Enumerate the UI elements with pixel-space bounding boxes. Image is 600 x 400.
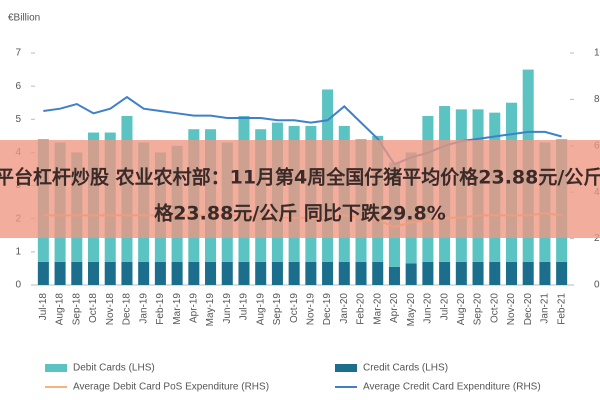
legend-label: Debit Cards (LHS) — [73, 363, 155, 374]
x-tick-label: Jul-20 — [439, 293, 450, 321]
legend-label: Average Credit Card Expenditure (RHS) — [363, 382, 541, 393]
x-tick-label: Oct-19 — [289, 293, 300, 323]
y2-tick-label: 0 — [594, 280, 600, 291]
bar — [221, 261, 233, 285]
bar — [54, 261, 66, 285]
bar — [388, 266, 400, 285]
bar — [422, 261, 434, 285]
x-tick-label: Apr-20 — [389, 293, 400, 323]
x-tick-label: Oct-18 — [88, 293, 99, 323]
y-tick-label: 1 — [15, 246, 21, 257]
x-tick-label: Apr-19 — [188, 293, 199, 323]
bar — [322, 261, 334, 285]
bar — [121, 261, 133, 285]
x-tick-label: Nov-20 — [506, 293, 517, 326]
x-tick-label: Jul-19 — [239, 293, 250, 321]
x-tick-label: Jan-20 — [339, 293, 350, 324]
y-tick-label: 0 — [15, 280, 21, 291]
bar — [305, 261, 317, 285]
y-axis-label: €Billion — [8, 13, 40, 24]
bar — [205, 261, 217, 285]
x-tick-label: Dec-20 — [523, 293, 534, 326]
bar — [171, 261, 183, 285]
y-tick-label: 7 — [15, 48, 21, 59]
x-tick-label: Sep-20 — [473, 293, 484, 326]
bar — [255, 261, 267, 285]
bar — [271, 261, 283, 285]
x-tick-label: Mar-20 — [372, 293, 383, 325]
bar — [505, 261, 518, 285]
x-tick-label: Jun-20 — [423, 293, 434, 324]
x-tick-label: Mar-19 — [172, 293, 183, 325]
x-tick-label: Nov-18 — [105, 293, 116, 326]
bar — [71, 261, 83, 285]
overlay-text: 格23.88元/公斤 同比下跌29.8% — [154, 202, 446, 225]
bar — [355, 261, 367, 285]
x-tick-label: Sep-19 — [272, 293, 283, 326]
legend-swatch — [335, 364, 357, 372]
overlay-banner — [0, 140, 600, 238]
bar — [238, 261, 250, 285]
y-tick-label: 5 — [15, 114, 21, 125]
bar — [439, 261, 451, 285]
x-tick-label: Nov-19 — [306, 293, 317, 326]
x-tick-label: Aug-19 — [255, 293, 266, 326]
bar — [489, 261, 501, 285]
x-tick-label: Aug-18 — [55, 293, 66, 326]
bar — [288, 261, 300, 285]
bar — [154, 261, 166, 285]
legend-label: Credit Cards (LHS) — [363, 363, 448, 374]
bar — [556, 261, 568, 285]
x-tick-label: Feb-19 — [155, 293, 166, 325]
bar — [104, 261, 116, 285]
x-tick-label: Feb-21 — [556, 293, 567, 325]
y2-tick-label: 80 — [594, 94, 600, 105]
bar — [455, 261, 467, 285]
legend-swatch — [45, 364, 67, 372]
bar — [138, 261, 150, 285]
bar — [338, 261, 350, 285]
bar — [372, 261, 384, 285]
x-tick-label: Aug-20 — [456, 293, 467, 326]
x-tick-label: Jun-19 — [222, 293, 233, 324]
x-tick-label: Dec-18 — [122, 293, 133, 326]
bar — [472, 261, 484, 285]
y2-tick-label: 100 — [594, 48, 600, 59]
x-tick-label: Oct-20 — [489, 293, 500, 323]
x-tick-label: May-20 — [406, 293, 417, 327]
x-tick-label: Jul-18 — [38, 293, 49, 321]
x-tick-label: May-19 — [205, 293, 216, 327]
y-tick-label: 6 — [15, 81, 21, 92]
bar — [522, 261, 534, 285]
overlay-text: 平台杠杆炒股 农业农村部：11月第4周全国仔猪平均价格23.88元/公斤 — [0, 166, 600, 189]
y2-tick-label: 20 — [594, 233, 600, 244]
bar — [539, 261, 551, 285]
x-tick-label: Jan-21 — [540, 293, 551, 324]
x-tick-label: Sep-18 — [71, 293, 82, 326]
bar — [37, 261, 49, 285]
x-tick-label: Dec-19 — [322, 293, 333, 326]
bar — [405, 263, 417, 285]
line — [43, 95, 562, 166]
x-tick-label: Jan-19 — [138, 293, 149, 324]
bar — [188, 261, 200, 285]
legend-label: Average Debit Card PoS Expenditure (RHS) — [73, 382, 269, 393]
x-tick-label: Feb-20 — [356, 293, 367, 325]
bar — [87, 261, 100, 285]
